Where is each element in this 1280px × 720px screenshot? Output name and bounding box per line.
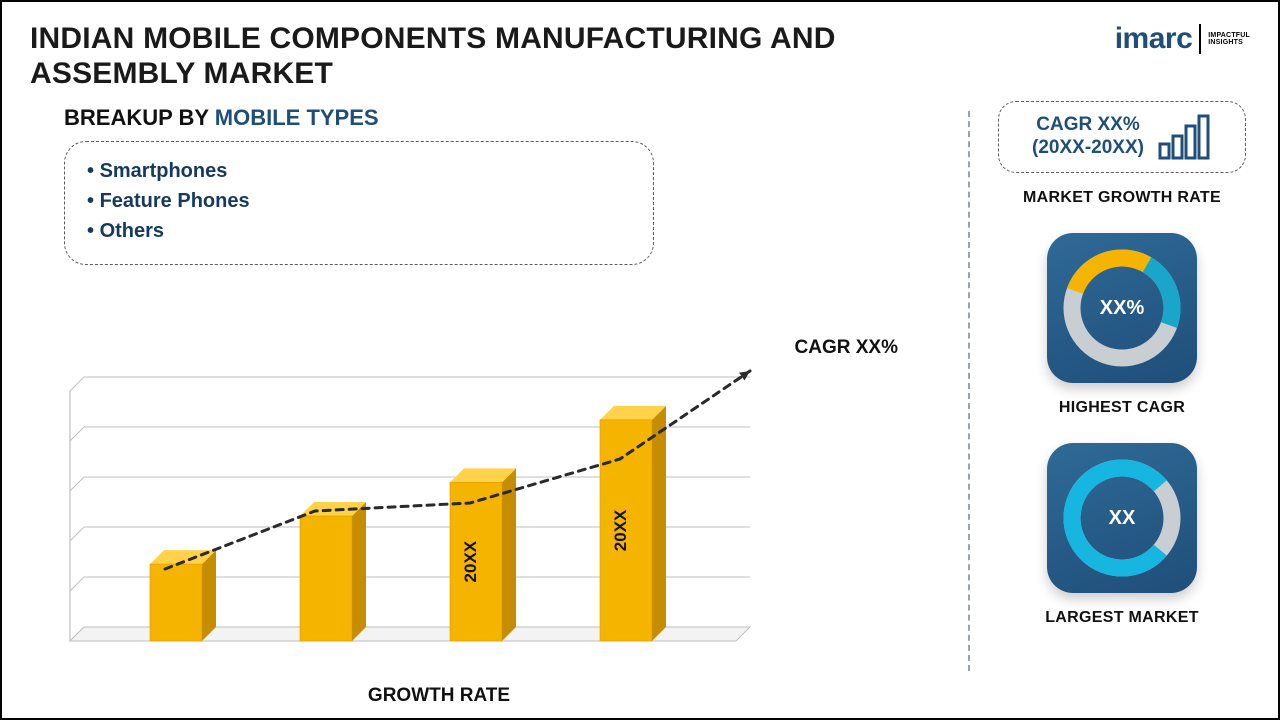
breakup-heading: BREAKUP BY MOBILE TYPES (64, 105, 948, 131)
chart-cagr-label: CAGR XX% (795, 337, 898, 359)
right-panel: CAGR XX% (20XX-20XX) MARKET GROWTH RATE … (970, 101, 1250, 701)
list-item: Feature Phones (87, 186, 631, 216)
logo-tagline: IMPACTFUL INSIGHTS (1208, 32, 1250, 46)
header: INDIAN MOBILE COMPONENTS MANUFACTURING A… (30, 22, 1250, 91)
logo-divider (1199, 24, 1201, 54)
kpi-growth-rate-box: CAGR XX% (20XX-20XX) (998, 101, 1246, 173)
kpi-growth-text: CAGR XX% (20XX-20XX) (1032, 114, 1144, 160)
kpi-growth-line2: (20XX-20XX) (1032, 137, 1144, 160)
tile-largest-market: XX (1047, 443, 1197, 593)
tile-cagr-value: XX% (1100, 297, 1144, 320)
svg-text:20XX: 20XX (461, 540, 480, 582)
logo-word: imarc (1115, 22, 1193, 56)
bar-growth-icon (1158, 114, 1212, 160)
tile-highest-cagr: XX% (1047, 233, 1197, 383)
logo-tag-1: IMPACTFUL (1208, 32, 1250, 39)
list-item: Smartphones (87, 156, 631, 186)
kpi-largest-market-label: LARGEST MARKET (1045, 609, 1199, 627)
list-item: Others (87, 216, 631, 246)
content-row: BREAKUP BY MOBILE TYPES Smartphones Feat… (30, 101, 1250, 701)
page-title: INDIAN MOBILE COMPONENTS MANUFACTURING A… (30, 22, 850, 91)
chart-x-title: GROWTH RATE (50, 685, 828, 707)
bar-chart-svg: 20XX 20XX (50, 331, 810, 671)
logo-tag-2: INSIGHTS (1208, 39, 1250, 46)
breakup-prefix: BREAKUP BY (64, 105, 215, 130)
tile-market-value: XX (1109, 507, 1136, 530)
growth-chart: CAGR XX% 20XX20XX GROWTH RATE (50, 331, 968, 701)
breakup-accent: MOBILE TYPES (215, 105, 379, 130)
brand-logo: imarc IMPACTFUL INSIGHTS (1115, 22, 1250, 56)
kpi-growth-line1: CAGR XX% (1032, 114, 1144, 137)
breakup-list: Smartphones Feature Phones Others (87, 156, 631, 246)
breakup-box: Smartphones Feature Phones Others (64, 141, 654, 265)
kpi-highest-cagr-label: HIGHEST CAGR (1059, 399, 1185, 417)
left-panel: BREAKUP BY MOBILE TYPES Smartphones Feat… (30, 101, 968, 701)
infographic-frame: INDIAN MOBILE COMPONENTS MANUFACTURING A… (0, 0, 1280, 720)
svg-text:20XX: 20XX (611, 509, 630, 551)
kpi-growth-label: MARKET GROWTH RATE (1023, 189, 1221, 207)
